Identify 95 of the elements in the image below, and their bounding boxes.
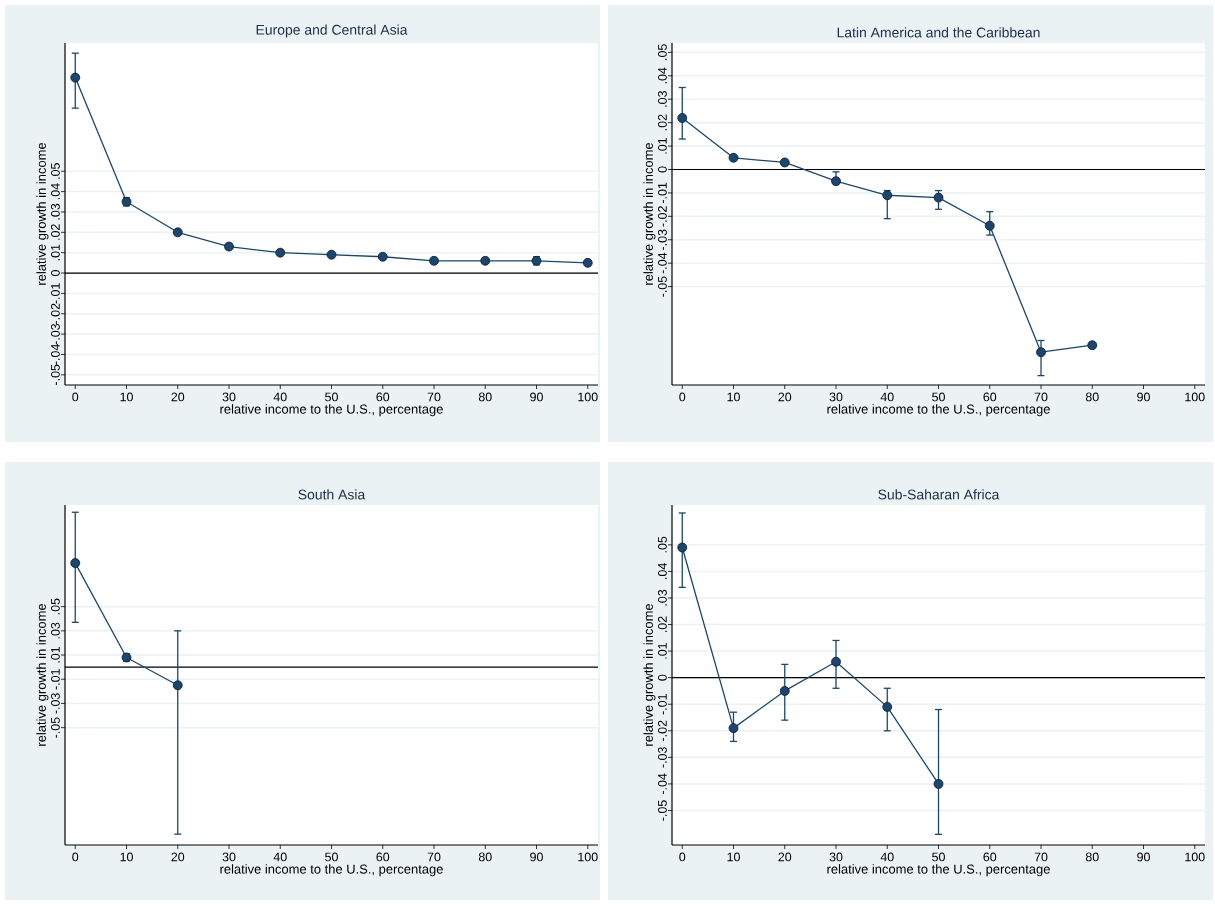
y-tick-label: .05 (658, 536, 667, 553)
x-tick-label: 10 (120, 392, 133, 402)
x-tick-label: 0 (72, 852, 79, 862)
x-tick-label: 40 (273, 392, 287, 402)
x-tick-label: 30 (222, 852, 236, 862)
y-tick-label: .01 (658, 643, 667, 659)
x-tick-label: 80 (1085, 852, 1099, 862)
x-tick-label: 70 (427, 392, 441, 402)
y-tick-label: -.02 (51, 303, 60, 324)
x-axis-title: relative income to the U.S., percentage (220, 864, 443, 877)
x-tick-label: 20 (171, 852, 185, 862)
y-tick-label: .02 (658, 616, 667, 633)
x-tick-label: 50 (932, 392, 945, 402)
y-tick-label: .05 (51, 598, 60, 615)
y-tick-label: 0 (658, 674, 667, 681)
x-axis-title: relative income to the U.S., percentage (827, 864, 1050, 877)
y-tick-label: -.03 (51, 693, 60, 714)
x-tick-label: 60 (376, 852, 390, 862)
x-tick-label: 100 (578, 392, 598, 402)
x-tick-label: 80 (478, 392, 492, 402)
y-tick-label: -.05 (658, 800, 667, 821)
y-tick-label: .01 (658, 138, 667, 154)
x-tick-label: 40 (273, 852, 287, 862)
y-axis-title: relative growth in income (36, 603, 49, 746)
y-tick-label: -.05 (51, 717, 60, 738)
y-tick-label: -.01 (51, 283, 60, 304)
x-tick-label: 50 (932, 852, 945, 862)
y-tick-label: -.03 (51, 323, 60, 345)
chart-title: Europe and Central Asia (256, 24, 408, 38)
x-tick-label: 50 (325, 852, 338, 862)
chart-title: Latin America and the Caribbean (837, 27, 1040, 38)
x-tick-label: 0 (679, 392, 686, 402)
y-tick-label: -.03 (658, 747, 667, 768)
x-tick-label: 20 (778, 852, 792, 862)
x-tick-label: 100 (578, 852, 598, 862)
x-tick-label: 60 (376, 392, 390, 402)
y-axis-title: relative growth in income (643, 142, 656, 285)
chart-title: South Asia (298, 489, 366, 500)
x-tick-label: 70 (427, 852, 441, 862)
x-tick-label: 80 (478, 852, 492, 862)
x-tick-label: 40 (880, 852, 894, 862)
y-axis-title: relative growth in income (643, 603, 656, 746)
y-tick-label: .04 (658, 563, 667, 579)
x-tick-label: 30 (829, 852, 843, 862)
y-tick-label: -.01 (51, 669, 60, 690)
x-tick-label: 10 (120, 852, 133, 862)
y-tick-label: -.03 (658, 229, 667, 250)
y-tick-label: -.04 (658, 252, 667, 274)
x-tick-label: 100 (1185, 852, 1205, 862)
y-tick-label: .05 (658, 44, 667, 60)
x-axis-title: relative income to the U.S., percentage (827, 404, 1050, 417)
x-tick-label: 60 (983, 852, 997, 862)
x-tick-label: 50 (325, 392, 338, 402)
y-tick-label: .03 (658, 91, 667, 107)
y-tick-label: -.04 (658, 773, 667, 795)
x-tick-label: 90 (530, 392, 543, 402)
y-tick-label: .01 (51, 244, 60, 261)
y-tick-label: -.02 (658, 720, 667, 741)
y-tick-label: .03 (658, 589, 667, 606)
x-tick-label: 80 (1085, 392, 1099, 402)
y-tick-label: -.05 (51, 364, 60, 385)
y-tick-label: -.01 (658, 694, 667, 715)
x-tick-label: 30 (222, 392, 236, 402)
y-tick-label: .01 (51, 646, 60, 663)
x-tick-label: 0 (72, 392, 79, 402)
x-tick-label: 60 (983, 392, 997, 402)
x-tick-label: 40 (880, 392, 894, 402)
x-tick-label: 90 (1137, 392, 1150, 402)
x-tick-label: 90 (1137, 852, 1150, 862)
x-tick-label: 30 (829, 392, 843, 402)
y-tick-label: .02 (51, 224, 60, 240)
x-tick-label: 100 (1185, 392, 1205, 402)
x-tick-label: 20 (171, 392, 185, 402)
y-tick-label: .03 (51, 622, 60, 639)
y-tick-label: 0 (51, 270, 60, 277)
x-tick-label: 10 (727, 392, 740, 402)
y-tick-label: -.04 (51, 344, 60, 365)
y-tick-label: -.01 (658, 182, 667, 204)
y-tick-label: 0 (658, 166, 667, 173)
y-tick-label: -.05 (658, 276, 667, 297)
x-tick-label: 0 (679, 852, 686, 862)
y-tick-label: -.02 (658, 206, 667, 227)
x-tick-label: 90 (530, 852, 543, 862)
x-tick-label: 70 (1034, 852, 1048, 862)
x-tick-label: 10 (727, 852, 740, 862)
y-tick-label: .04 (658, 67, 667, 84)
y-axis-title: relative growth in income (36, 142, 49, 285)
y-tick-label: .04 (51, 183, 60, 200)
y-tick-label: .03 (51, 203, 60, 220)
x-tick-label: 20 (778, 392, 792, 402)
y-tick-label: .02 (658, 114, 667, 131)
chart-title: Sub-Saharan Africa (878, 489, 1000, 500)
x-axis-title: relative income to the U.S., percentage (220, 404, 443, 417)
y-tick-label: .05 (51, 163, 60, 179)
x-tick-label: 70 (1034, 392, 1048, 402)
